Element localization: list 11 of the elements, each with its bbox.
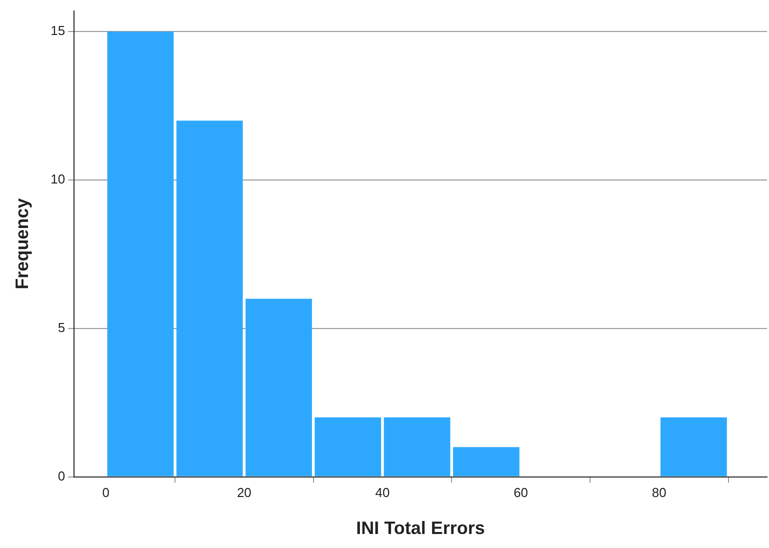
- y-axis-title: Frequency: [12, 198, 32, 290]
- y-tick-label: 15: [50, 23, 66, 38]
- y-tick-label: 0: [58, 468, 66, 484]
- x-tick-label: 40: [375, 485, 390, 500]
- y-tick-label: 5: [58, 320, 66, 335]
- x-tick-label: 80: [652, 485, 666, 500]
- y-tick-label: 10: [50, 172, 66, 187]
- x-tick-label: 60: [514, 485, 528, 500]
- x-axis-title: INI Total Errors: [356, 518, 485, 538]
- x-tick-label: 20: [236, 485, 252, 500]
- x-tick-label: 0: [102, 485, 110, 500]
